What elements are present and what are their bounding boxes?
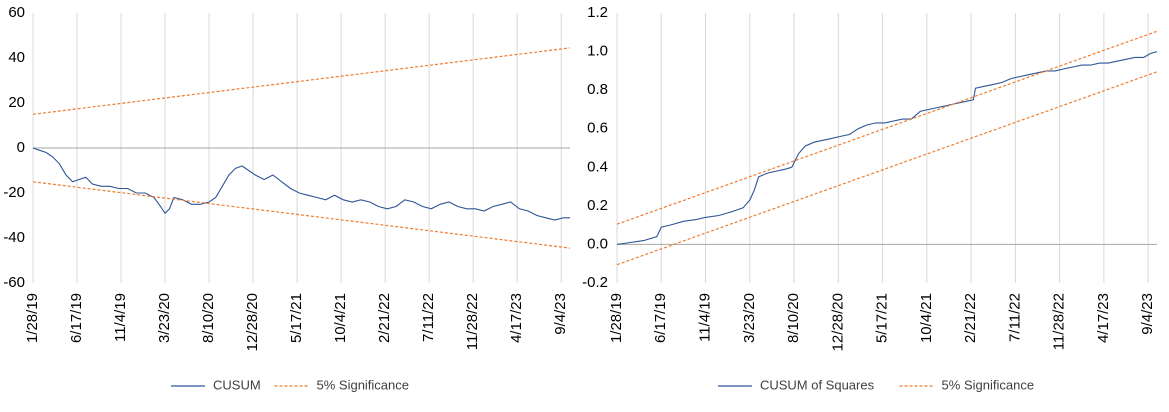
x-tick-label: 11/4/19: [696, 293, 713, 342]
x-tick-label: 10/4/21: [332, 293, 349, 343]
x-tick-label: 5/17/21: [874, 293, 891, 343]
x-tick-label: 12/28/20: [829, 293, 846, 351]
x-tick-label: 9/4/23: [1139, 293, 1156, 335]
y-tick-label: -60: [3, 274, 25, 291]
y-tick-label: 0.4: [587, 158, 608, 175]
x-tick-label: 12/28/20: [244, 293, 261, 351]
x-tick-label: 5/17/21: [288, 293, 305, 343]
x-tick-label: 3/23/20: [156, 293, 173, 343]
x-tick-label: 6/17/19: [68, 293, 85, 343]
y-tick-label: 0: [17, 139, 25, 156]
x-tick-label: 8/10/20: [785, 293, 802, 343]
x-tick-label: 7/11/22: [1006, 293, 1023, 342]
series-line: [616, 51, 1158, 245]
x-tick-label: 4/17/23: [508, 293, 525, 343]
x-tick-label: 4/17/23: [1095, 293, 1112, 343]
y-tick-label: -40: [3, 229, 25, 246]
y-tick-label: -0.2: [582, 274, 608, 291]
x-tick-label: 7/11/22: [420, 293, 437, 342]
y-tick-label: 60: [8, 4, 25, 21]
x-tick-label: 3/23/20: [741, 293, 758, 343]
legend: CUSUM of Squares 5% Significance: [717, 377, 1035, 392]
x-tick-label: 1/28/19: [24, 293, 41, 343]
y-tick-label: 0.6: [587, 120, 608, 137]
y-tick-label: 1.0: [587, 43, 608, 60]
y-tick-label: 20: [8, 94, 25, 111]
x-tick-label: 9/4/23: [552, 293, 569, 335]
y-tick-label: 0.0: [587, 235, 608, 252]
x-tick-label: 1/28/19: [608, 293, 625, 343]
x-tick-label: 8/10/20: [200, 293, 217, 343]
x-tick-label: 2/21/22: [962, 293, 979, 343]
significance-bound-line: [32, 181, 571, 249]
series-line: [32, 147, 570, 221]
significance-bound-line: [616, 30, 1158, 225]
y-tick-label: 0.8: [587, 81, 608, 98]
x-tick-label: 10/4/21: [918, 293, 935, 343]
y-tick-label: 0.2: [587, 197, 608, 214]
legend-label: 5% Significance: [317, 377, 410, 392]
x-tick-label: 6/17/19: [652, 293, 669, 343]
y-tick-label: 40: [8, 49, 25, 66]
x-tick-label: 11/28/22: [1051, 293, 1068, 350]
cusum-chart: 1/28/19 6/17/19 11/4/19 3/23/20 8/10/20 12/28…: [3, 4, 571, 392]
legend-label: 5% Significance: [942, 377, 1035, 392]
legend: CUSUM 5% Significance: [171, 377, 409, 392]
significance-bound-line: [32, 47, 571, 115]
significance-bound-line: [616, 71, 1158, 266]
y-tick-label: 1.2: [587, 4, 608, 21]
x-tick-label: 11/28/22: [464, 293, 481, 350]
x-tick-label: 11/4/19: [112, 293, 129, 342]
cusum-of-squares-chart: 1/28/19 6/17/19 11/4/19 3/23/20 8/10/20 12/28…: [582, 4, 1158, 392]
legend-label: CUSUM of Squares: [760, 377, 875, 392]
y-tick-label: -20: [3, 184, 25, 201]
x-tick-label: 2/21/22: [376, 293, 393, 343]
legend-label: CUSUM: [213, 377, 261, 392]
